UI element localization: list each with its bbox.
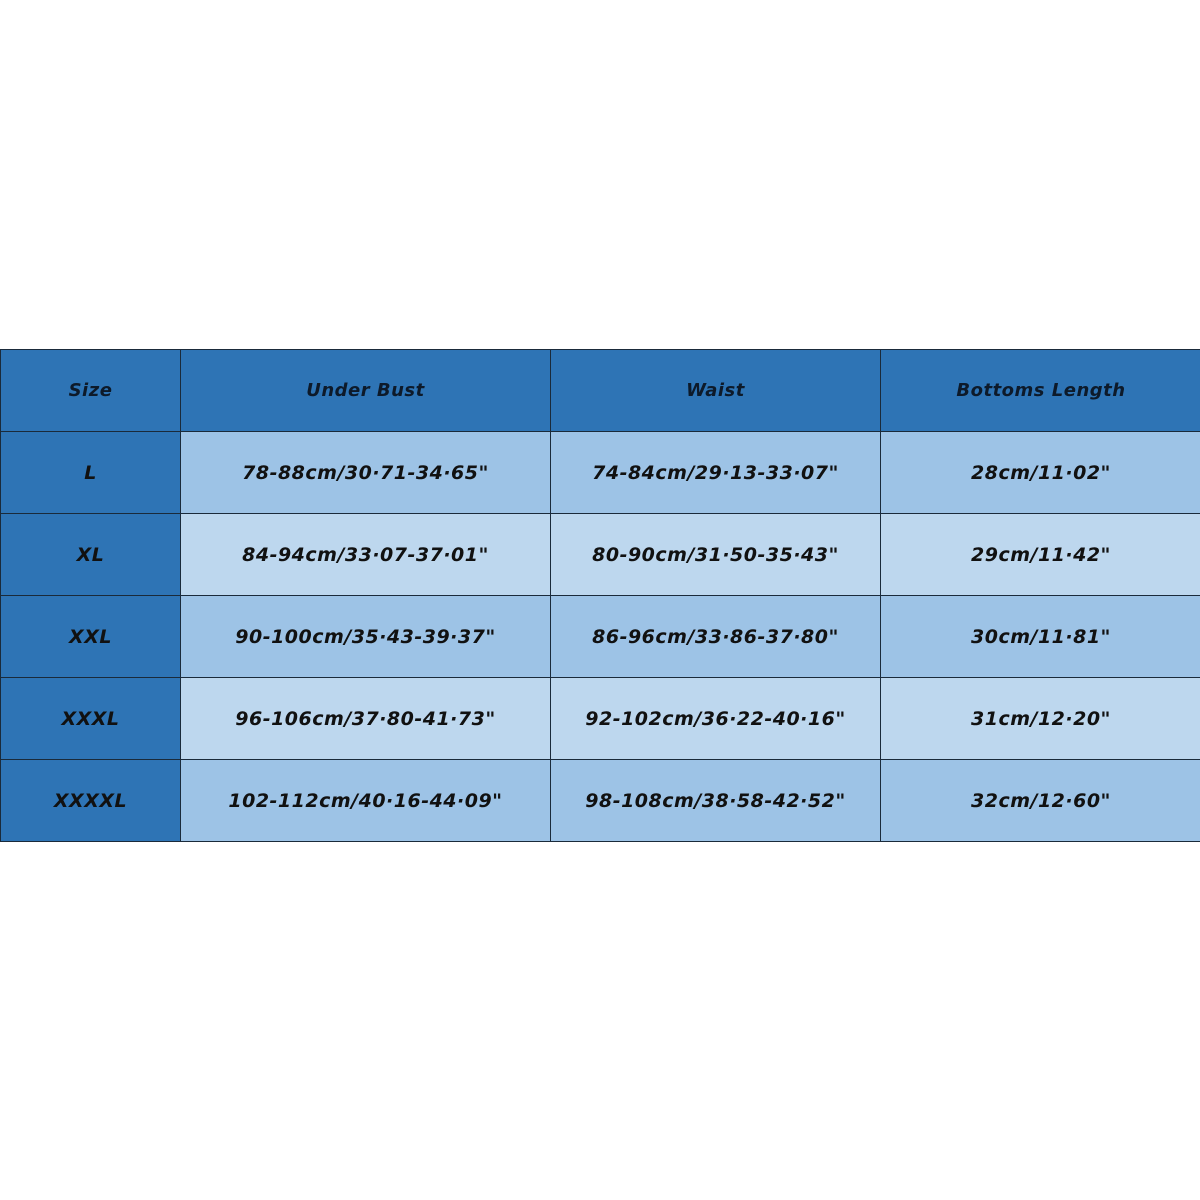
table-row: XXL 90-100cm/35·43-39·37" 86-96cm/33·86-… xyxy=(0,595,1200,678)
size-cell: XXL xyxy=(0,595,181,678)
under-bust-cell: 96-106cm/37·80-41·73" xyxy=(180,677,551,760)
table-row: XL 84-94cm/33·07-37·01" 80-90cm/31·50-35… xyxy=(0,513,1200,596)
under-bust-cell: 78-88cm/30·71-34·65" xyxy=(180,431,551,514)
under-bust-cell: 90-100cm/35·43-39·37" xyxy=(180,595,551,678)
size-cell: XXXXL xyxy=(0,759,181,842)
header-row: Size Under Bust Waist Bottoms Length xyxy=(0,349,1200,432)
table-row: XXXL 96-106cm/37·80-41·73" 92-102cm/36·2… xyxy=(0,677,1200,760)
waist-cell: 92-102cm/36·22-40·16" xyxy=(550,677,881,760)
under-bust-cell: 102-112cm/40·16-44·09" xyxy=(180,759,551,842)
bottoms-length-cell: 30cm/11·81" xyxy=(880,595,1200,678)
header-under-bust: Under Bust xyxy=(180,349,551,432)
waist-cell: 86-96cm/33·86-37·80" xyxy=(550,595,881,678)
bottoms-length-cell: 28cm/11·02" xyxy=(880,431,1200,514)
waist-cell: 80-90cm/31·50-35·43" xyxy=(550,513,881,596)
waist-cell: 74-84cm/29·13-33·07" xyxy=(550,431,881,514)
bottoms-length-cell: 29cm/11·42" xyxy=(880,513,1200,596)
under-bust-cell: 84-94cm/33·07-37·01" xyxy=(180,513,551,596)
size-chart-table: Size Under Bust Waist Bottoms Length L 7… xyxy=(0,349,1200,842)
size-cell: XXXL xyxy=(0,677,181,760)
bottoms-length-cell: 32cm/12·60" xyxy=(880,759,1200,842)
size-cell: XL xyxy=(0,513,181,596)
waist-cell: 98-108cm/38·58-42·52" xyxy=(550,759,881,842)
bottoms-length-cell: 31cm/12·20" xyxy=(880,677,1200,760)
table-row: L 78-88cm/30·71-34·65" 74-84cm/29·13-33·… xyxy=(0,431,1200,514)
header-bottoms-length: Bottoms Length xyxy=(880,349,1200,432)
header-waist: Waist xyxy=(550,349,881,432)
header-size: Size xyxy=(0,349,181,432)
size-cell: L xyxy=(0,431,181,514)
table-row: XXXXL 102-112cm/40·16-44·09" 98-108cm/38… xyxy=(0,759,1200,842)
